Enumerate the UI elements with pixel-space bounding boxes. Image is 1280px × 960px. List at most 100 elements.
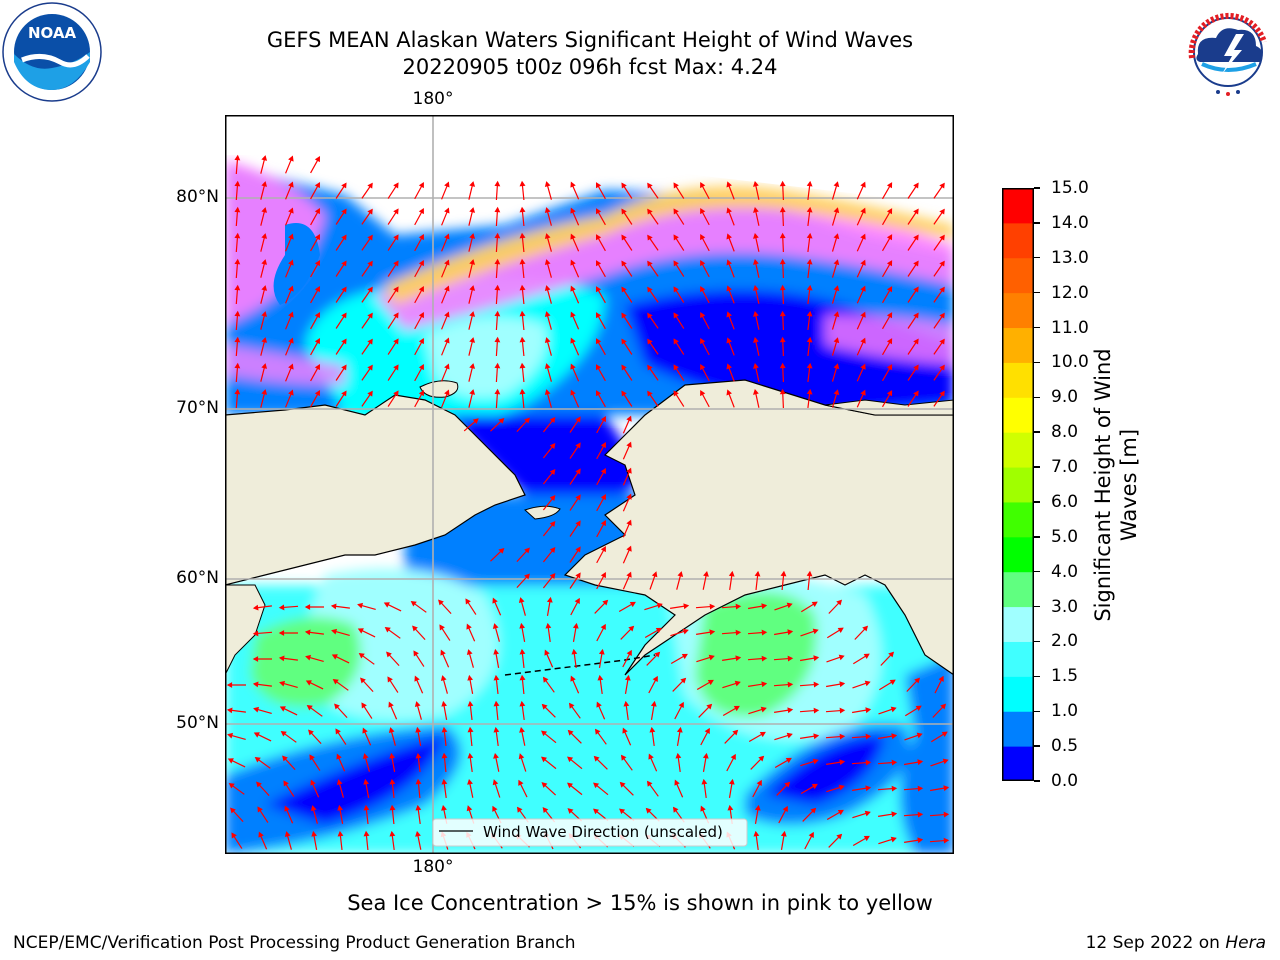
wave-direction-arrowhead (939, 208, 945, 215)
wave-direction-arrowhead (362, 753, 369, 760)
wave-direction-arrowhead (261, 181, 268, 187)
wave-direction-arrowhead (541, 703, 548, 710)
wave-direction-arrowhead (785, 757, 792, 764)
wave-direction-arrowhead (626, 467, 632, 474)
wave-direction-arrowhead (335, 728, 341, 735)
wave-direction-arrowhead (261, 337, 268, 343)
wave-direction-arrowhead (387, 676, 393, 683)
colorbar-tick-label: 13.0 (1051, 247, 1089, 268)
wave-direction-arrowhead (336, 779, 343, 786)
wave-direction-arrowhead (656, 602, 663, 609)
wave-direction-arrowhead (288, 207, 294, 214)
wave-direction-arrowhead (363, 830, 370, 837)
wave-direction-arrowhead (886, 312, 893, 319)
wave-direction-arrowhead (314, 233, 321, 241)
wave-direction-arrowhead (444, 389, 450, 396)
wave-direction-arrowhead (314, 285, 321, 293)
wave-direction-arrowhead (939, 260, 945, 267)
wave-direction-arrowhead (939, 338, 945, 345)
wave-direction-arrowhead (278, 655, 285, 662)
wave-direction-arrowhead (544, 233, 551, 240)
wave-direction-arrowhead (596, 701, 602, 708)
wave-direction-arrowhead (890, 836, 897, 843)
wave-direction-arrowhead (701, 778, 708, 785)
wave-direction-arrowhead (624, 674, 631, 681)
wave-direction-arrowhead (524, 573, 530, 580)
wave-direction-arrowhead (833, 337, 840, 344)
wave-direction-arrowhead (673, 234, 679, 241)
wave-direction-arrowhead (753, 258, 759, 265)
wave-direction-arrowhead (782, 805, 788, 812)
wave-direction-arrowhead (418, 363, 424, 371)
wave-direction-arrowhead (341, 390, 347, 397)
wave-direction-arrowhead (597, 674, 604, 681)
colorbar-tick-label: 3.0 (1051, 596, 1079, 617)
wave-direction-arrowhead (753, 284, 759, 291)
wave-direction-arrowhead (596, 312, 602, 319)
colorbar-segment (1002, 606, 1034, 642)
wave-direction-arrowhead (519, 310, 526, 317)
wave-direction-arrowhead (602, 599, 609, 606)
wave-direction-arrowhead (939, 364, 945, 371)
wave-direction-arrowhead (414, 675, 420, 682)
wave-direction-arrowhead (683, 603, 690, 610)
wave-direction-arrowhead (494, 284, 501, 291)
wave-direction-arrowhead (467, 674, 473, 681)
wave-direction-arrowhead (939, 312, 945, 319)
wave-direction-arrowhead (279, 680, 286, 687)
wave-direction-arrowhead (418, 389, 424, 397)
wave-direction-arrowhead (575, 546, 581, 553)
wave-direction-arrowhead (812, 758, 819, 765)
wave-direction-arrowhead (444, 233, 450, 240)
wave-direction-arrowhead (418, 233, 424, 241)
wave-direction-arrowhead (414, 701, 421, 708)
colorbar-segment (1002, 188, 1034, 224)
wave-direction-arrowhead (728, 570, 735, 577)
wave-direction-arrowhead (833, 311, 840, 318)
wave-direction-arrowhead (572, 622, 579, 629)
wave-direction-arrowhead (860, 337, 866, 344)
wave-direction-arrowhead (647, 286, 653, 293)
wave-direction-arrowhead (261, 285, 268, 291)
legend-label: Wind Wave Direction (unscaled) (483, 823, 723, 841)
wave-direction-arrowhead (283, 780, 289, 787)
wave-direction-arrowhead (779, 362, 786, 369)
wave-direction-arrowhead (544, 649, 550, 656)
wave-direction-arrowhead (545, 622, 552, 629)
wave-direction-arrowhead (261, 155, 268, 161)
wave-direction-arrowhead (494, 336, 501, 343)
wave-direction-arrowhead (596, 182, 602, 189)
wave-direction-arrowhead (811, 601, 818, 607)
wave-direction-arrowhead (779, 258, 786, 265)
wave-direction-arrowhead (393, 208, 399, 215)
wave-direction-arrowhead (647, 182, 653, 189)
wave-direction-arrowhead (389, 752, 395, 759)
lat-label-50: 50°N (176, 713, 219, 733)
wave-direction-arrowhead (806, 284, 813, 291)
nws-logo (1178, 2, 1278, 102)
wave-direction-arrowhead (812, 628, 819, 635)
wave-direction-arrowhead (570, 337, 576, 344)
wave-direction-arrowhead (357, 628, 364, 634)
wave-direction-arrowhead (413, 650, 419, 657)
wave-direction-arrowhead (784, 781, 791, 788)
wave-direction-arrowhead (629, 601, 636, 608)
wave-direction-arrowhead (492, 805, 498, 812)
wave-direction-arrowhead (544, 285, 551, 292)
colorbar-tick-label: 9.0 (1051, 387, 1079, 408)
wave-direction-arrowhead (282, 755, 288, 762)
wave-direction-arrowhead (575, 494, 581, 501)
wave-direction-arrowhead (467, 726, 474, 733)
wave-direction-arrowhead (813, 681, 820, 688)
wave-direction-arrowhead (753, 336, 759, 343)
wave-direction-arrowhead (415, 830, 421, 837)
wave-direction-arrowhead (549, 417, 556, 423)
wave-direction-arrowhead (332, 678, 339, 685)
colorbar-tick-mark (1034, 361, 1040, 364)
wave-direction-arrowhead (418, 259, 424, 267)
wave-direction-arrowhead (647, 234, 653, 241)
wave-direction-arrowhead (331, 628, 338, 635)
wave-direction-arrowhead (786, 602, 793, 609)
wave-direction-arrowhead (734, 680, 741, 687)
wave-direction-arrowhead (466, 805, 473, 812)
